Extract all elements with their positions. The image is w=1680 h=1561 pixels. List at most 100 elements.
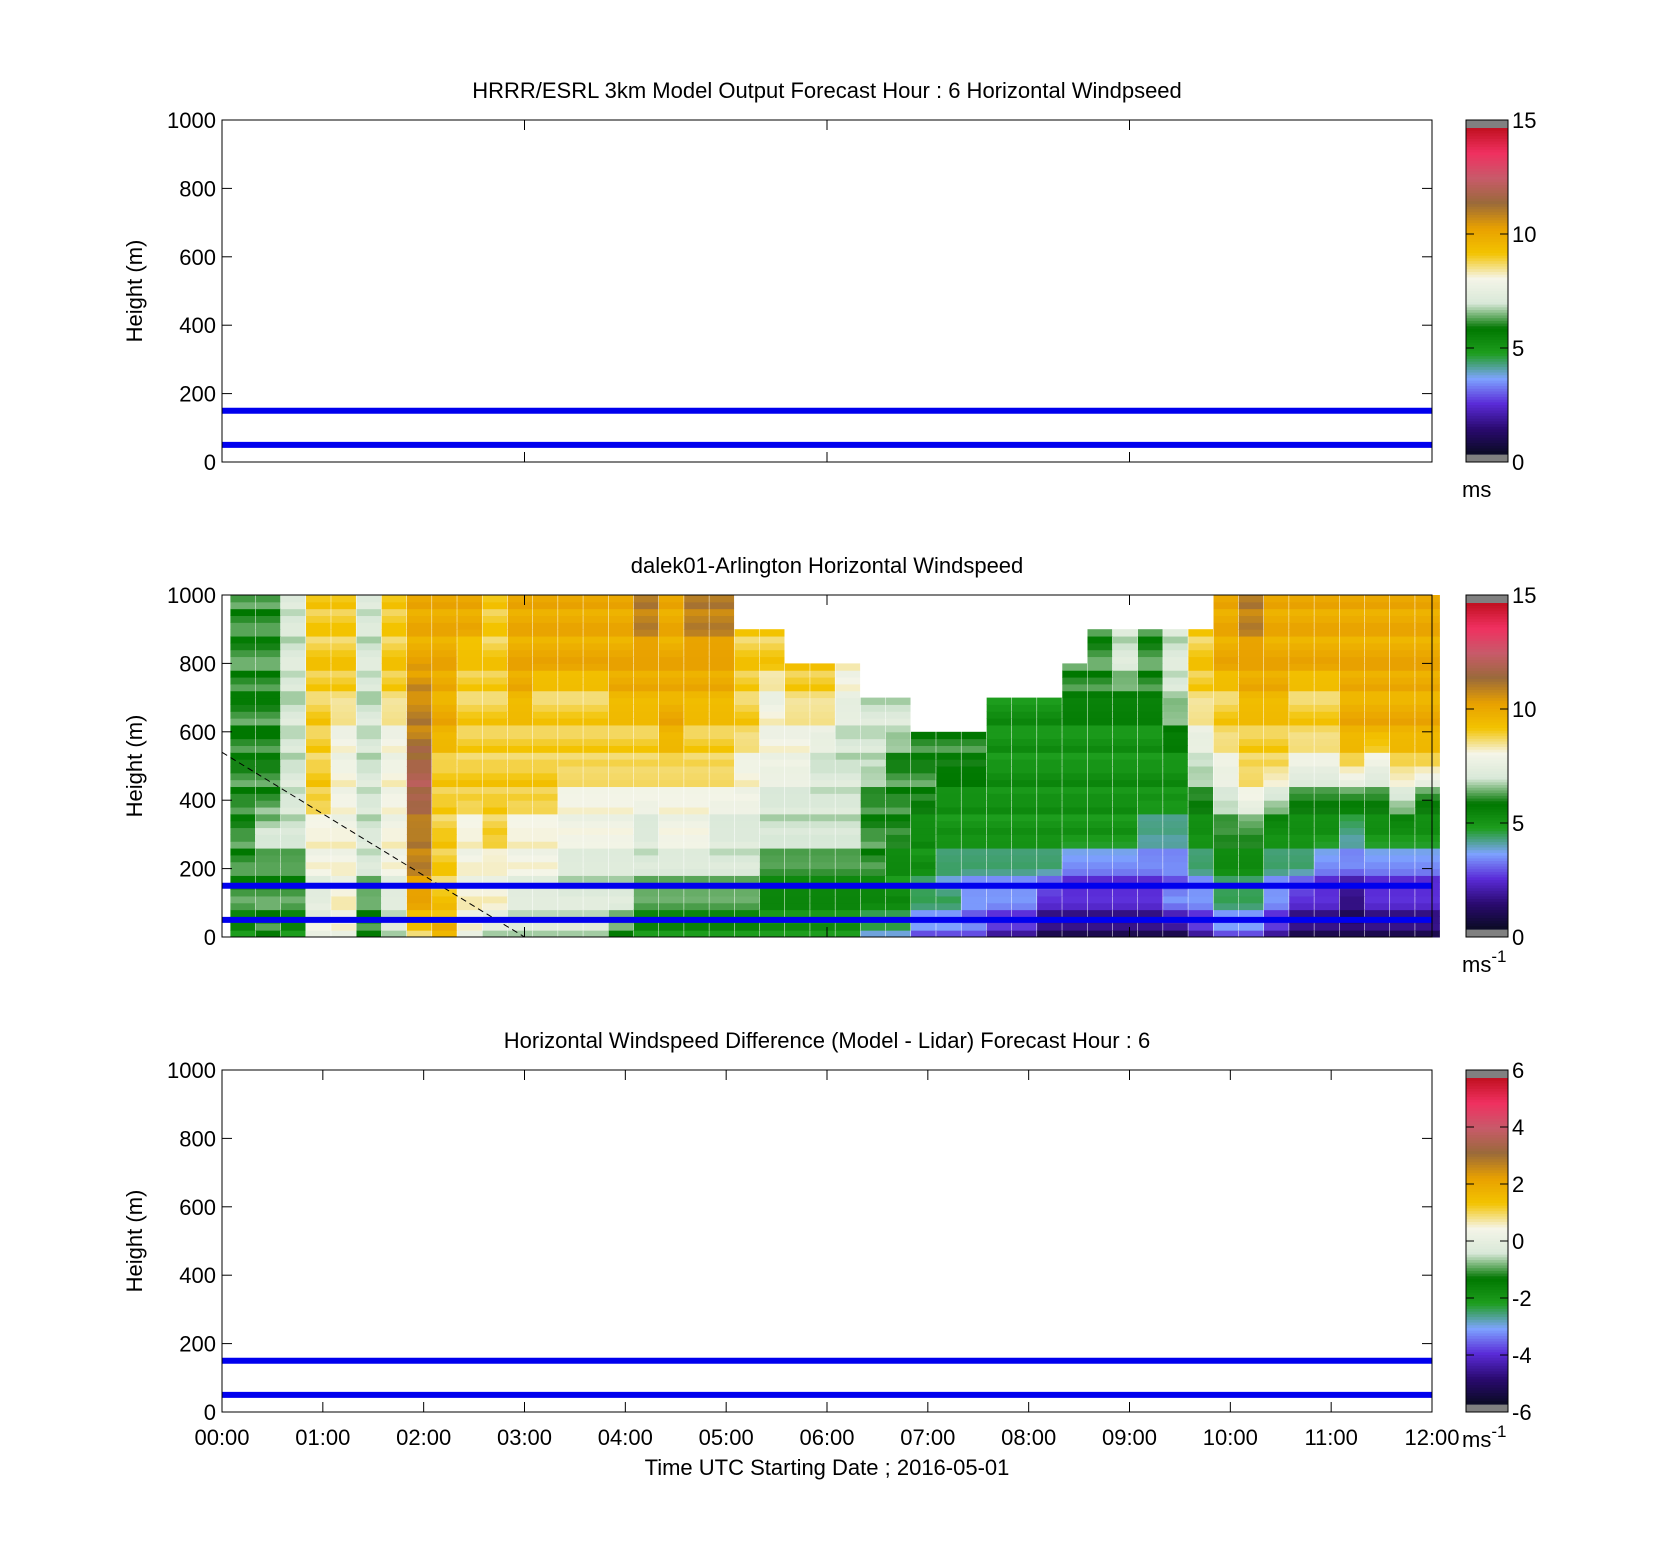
heatmap-cell (306, 875, 331, 883)
heatmap-cell (381, 670, 407, 678)
heatmap-cell (1087, 711, 1113, 719)
heatmap-cell (482, 724, 508, 733)
colorbar-segment (1466, 1129, 1508, 1133)
heatmap-cell (633, 622, 659, 630)
heatmap-cell (507, 704, 533, 712)
heatmap-cell (457, 745, 482, 753)
heatmap-cell (457, 800, 482, 808)
heatmap-cell (558, 711, 583, 719)
heatmap-cell (1364, 704, 1390, 712)
colorbar-segment (1466, 1311, 1508, 1315)
heatmap-cell (255, 745, 281, 753)
heatmap-cell (558, 731, 583, 740)
heatmap-cell (860, 745, 886, 753)
heatmap-cell (1011, 848, 1037, 856)
heatmap-cell (1238, 834, 1264, 842)
heatmap-cell (986, 930, 1012, 938)
heatmap-cell (1213, 629, 1239, 637)
heatmap-cell (1188, 793, 1214, 801)
heatmap-cell (911, 731, 936, 740)
heatmap-cell (1163, 834, 1188, 842)
heatmap-cell (936, 731, 961, 740)
heatmap-cell (911, 861, 936, 870)
heatmap-cell (1314, 649, 1340, 658)
heatmap-cell (936, 841, 961, 849)
heatmap-cell (381, 690, 407, 699)
colorbar-segment (1466, 380, 1508, 384)
heatmap-cell (532, 704, 558, 712)
heatmap-cell (684, 752, 709, 760)
heatmap-cell (1289, 759, 1314, 767)
heatmap-cell (658, 848, 684, 856)
heatmap-cell (1364, 622, 1390, 630)
heatmap-cell (759, 807, 785, 815)
heatmap-cell (684, 704, 709, 712)
heatmap-cell (986, 772, 1012, 781)
heatmap-cell (1389, 697, 1415, 705)
heatmap-cell (759, 745, 785, 753)
heatmap-cell (1188, 629, 1214, 637)
heatmap-cell (280, 629, 306, 637)
colorbar-segment (1466, 318, 1508, 322)
heatmap-cell (709, 923, 735, 931)
heatmap-cell (230, 622, 256, 630)
heatmap-cell (1415, 601, 1440, 610)
heatmap-cell (306, 772, 331, 781)
heatmap-cell (558, 636, 583, 644)
heatmap-cell (1087, 649, 1113, 658)
heatmap-cell (306, 670, 331, 678)
colorbar-segment (1466, 926, 1508, 930)
heatmap-cell (784, 800, 810, 808)
heatmap-cell (1087, 807, 1113, 815)
heatmap-cell (1314, 793, 1340, 801)
heatmap-cell (1238, 861, 1264, 870)
heatmap-cell (885, 861, 911, 870)
heatmap-cell (331, 786, 356, 794)
heatmap-cell (1188, 663, 1214, 671)
heatmap-cell (1389, 704, 1415, 712)
heatmap-cell (255, 663, 281, 671)
colorbar-segment (1466, 638, 1508, 642)
heatmap-cell (457, 642, 482, 651)
heatmap-cell (255, 779, 281, 788)
heatmap-cell (1037, 745, 1062, 753)
heatmap-cell (230, 827, 256, 835)
heatmap-cell (759, 930, 785, 938)
heatmap-cell (1163, 868, 1188, 876)
heatmap-cell (734, 636, 760, 644)
heatmap-cell (230, 642, 256, 651)
heatmap-cell (784, 793, 810, 801)
heatmap-cell (658, 677, 684, 685)
colorbar-segment (1466, 1352, 1508, 1356)
heatmap-cell (381, 711, 407, 719)
colorbar-segment (1466, 774, 1508, 778)
heatmap-cell (759, 841, 785, 849)
heatmap-cell (1188, 930, 1214, 938)
heatmap-cell (986, 841, 1012, 849)
heatmap-cell (1037, 800, 1062, 808)
heatmap-cell (1137, 642, 1163, 651)
heatmap-cell (583, 800, 609, 808)
colorbar-segment (1466, 1140, 1508, 1144)
heatmap-cell (406, 807, 432, 815)
colorbar-segment (1466, 823, 1508, 827)
colorbar-segment (1466, 1208, 1508, 1212)
heatmap-cell (633, 834, 659, 842)
x-tick-label: 07:00 (900, 1425, 955, 1450)
heatmap-cell (986, 909, 1012, 917)
heatmap-cell (230, 895, 256, 904)
heatmap-cell (658, 642, 684, 651)
heatmap-cell (1011, 786, 1037, 794)
colorbar-segment (1466, 1379, 1508, 1383)
y-tick-label: 800 (179, 1126, 216, 1151)
heatmap-cell (734, 704, 760, 712)
heatmap-cell (860, 718, 886, 726)
heatmap-cell (961, 752, 987, 760)
heatmap-cell (810, 902, 835, 911)
heatmap-cell (1163, 861, 1188, 870)
dashed-line (221, 751, 525, 938)
heatmap-cell (230, 724, 256, 733)
colorbar-segment (1466, 641, 1508, 645)
heatmap-cell (356, 642, 382, 651)
heatmap-cell (986, 875, 1012, 883)
